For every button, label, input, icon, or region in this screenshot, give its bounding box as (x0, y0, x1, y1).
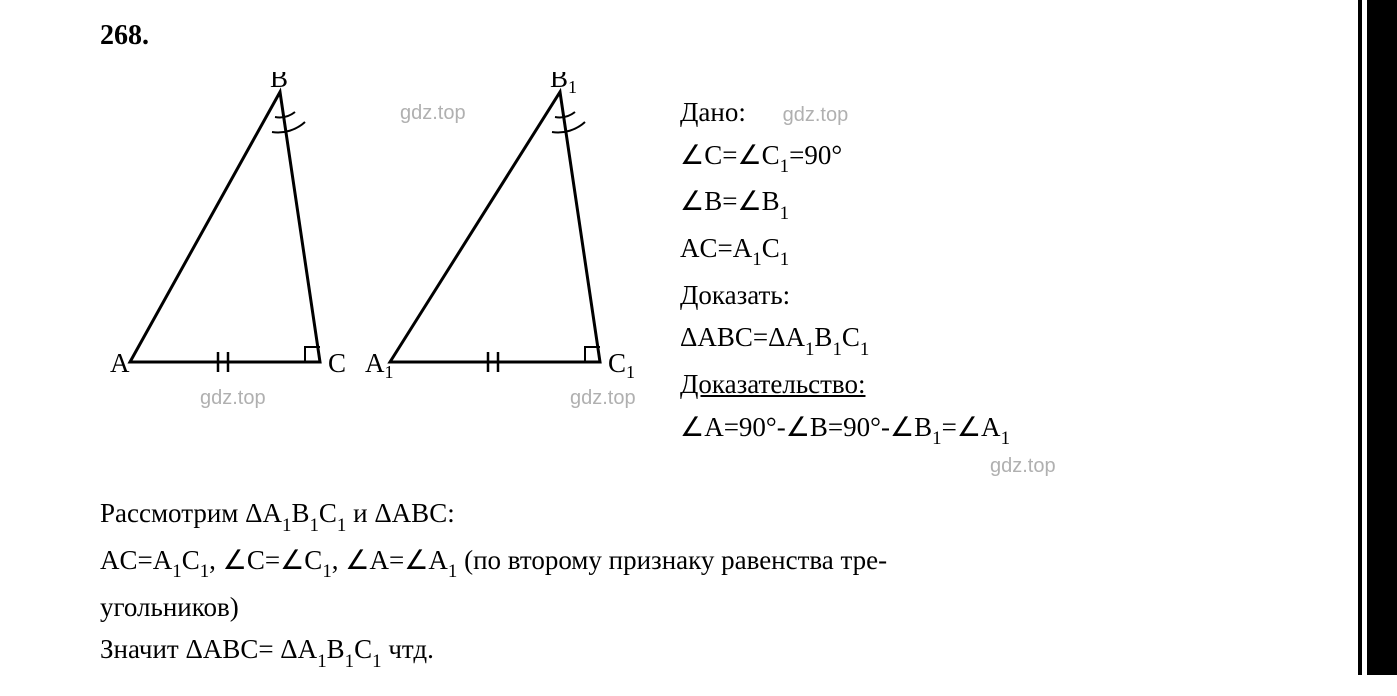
proof-line-1: Рассмотрим ΔA1B1C1 и ΔABC: (100, 493, 1297, 538)
page-edge-shadow (1367, 0, 1397, 675)
label-a1: A1 (365, 348, 394, 382)
label-b1: B1 (550, 72, 577, 97)
proof-line-2: AC=A1C1, ∠C=∠C1, ∠A=∠A1 (по второму приз… (100, 540, 1297, 585)
given-area: Дано: gdz.top ∠C=∠C1=90° ∠B=∠B1 AC=A1C1 … (680, 72, 1297, 483)
watermark-2: gdz.top (783, 104, 849, 126)
given-line-1: ∠C=∠C1=90° (680, 135, 1297, 180)
triangle-abc: A B C (110, 72, 346, 378)
page-edge-line (1358, 0, 1362, 675)
label-a: A (110, 348, 130, 378)
proof-first-line: ∠A=90°-∠B=90°-∠B1=∠A1 (680, 407, 1297, 452)
given-line-2: ∠B=∠B1 (680, 181, 1297, 226)
problem-number: 268. (100, 20, 1297, 52)
proof-line-4: Значит ΔABC= ΔA1B1C1 чтд. (100, 629, 1297, 674)
given-title: Дано: gdz.top (680, 92, 1297, 133)
label-c1: C1 (608, 348, 635, 382)
label-b: B (270, 72, 288, 93)
prove-line: ΔABC=ΔA1B1C1 (680, 317, 1297, 362)
proof-line-3: угольников) (100, 587, 1297, 628)
watermark-3: gdz.top (200, 387, 266, 410)
watermark-1: gdz.top (400, 102, 466, 125)
given-line-3: AC=A1C1 (680, 228, 1297, 273)
top-section: A B C A1 B1 C (100, 72, 1297, 483)
triangles-svg: A B C A1 B1 C (100, 72, 660, 412)
page-container: 268. A B C (0, 0, 1397, 696)
watermark-5: gdz.top (990, 451, 1397, 481)
proof-body: Рассмотрим ΔA1B1C1 и ΔABC: AC=A1C1, ∠C=∠… (100, 493, 1297, 674)
proof-title: Доказательство: (680, 364, 1297, 405)
given-title-text: Дано: (680, 97, 746, 127)
diagram-area: A B C A1 B1 C (100, 72, 660, 412)
watermark-4: gdz.top (570, 387, 636, 410)
label-c: C (328, 348, 346, 378)
prove-title: Доказать: (680, 275, 1297, 316)
